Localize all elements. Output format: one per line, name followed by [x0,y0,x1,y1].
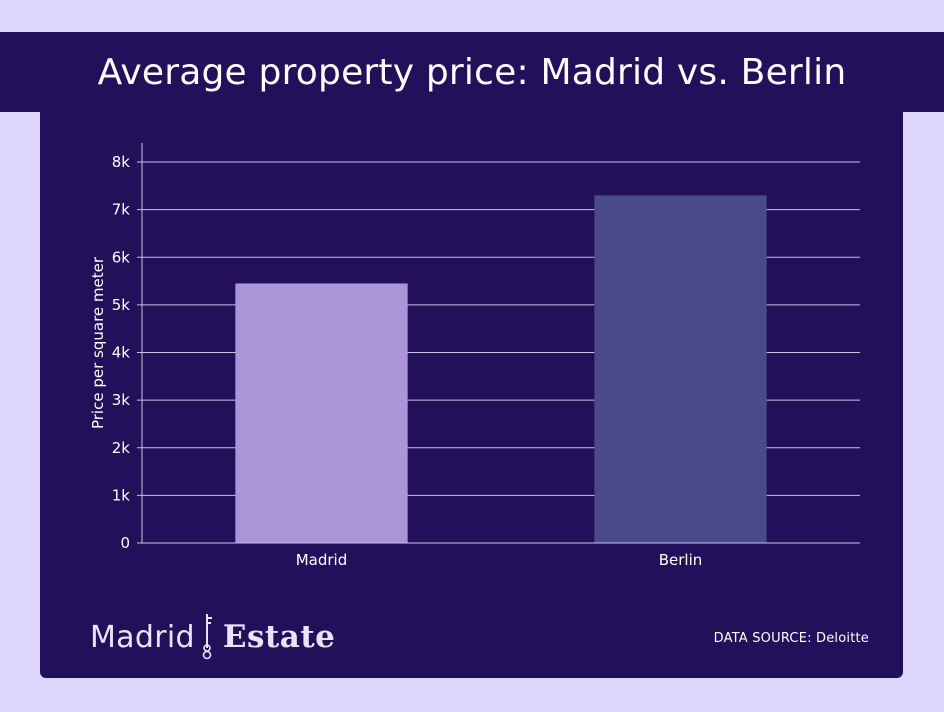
y-tick-label: 4k [112,344,131,362]
title-band [0,32,944,112]
logo-word-madrid: Madrid [90,619,195,655]
y-tick-labels: 0 1k 2k 3k 4k 5k 6k 7k 8k [112,153,142,552]
y-axis-label: Price per square meter [89,256,107,429]
y-tick-label: 8k [112,153,131,171]
y-tick-label: 7k [112,201,131,219]
chart-title: Average property price: Madrid vs. Berli… [97,52,847,93]
y-tick-label: 6k [112,248,131,266]
madrid-estate-logo: Madrid Estate [90,612,335,662]
y-tick-label: 0 [120,534,130,552]
y-tick-label: 1k [112,486,131,504]
x-tick-labels: Madrid Berlin [296,551,703,569]
y-tick-label: 2k [112,439,131,457]
y-tick-label: 3k [112,391,131,409]
bar-berlin [594,195,767,543]
x-tick-label: Madrid [296,551,348,569]
key-icon [201,610,217,665]
bars [235,195,767,543]
bar-madrid [235,283,408,543]
data-source-label: DATA SOURCE: Deloitte [713,631,869,646]
y-tick-label: 5k [112,296,131,314]
x-tick-label: Berlin [659,551,703,569]
logo-word-estate: Estate [222,619,336,655]
